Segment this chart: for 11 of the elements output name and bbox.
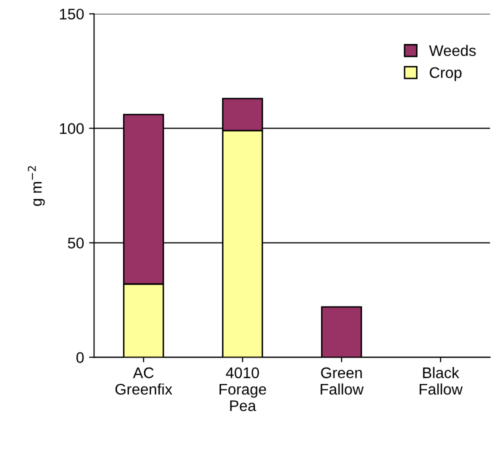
y-tick-label: 100	[60, 123, 84, 134]
y-tick-label: 150	[60, 8, 84, 20]
x-tick-label: Green Fallow	[320, 367, 364, 395]
legend-label: Weeds	[429, 44, 476, 56]
y-tick-label: 0	[76, 352, 84, 363]
x-tick-label: Black Fallow	[420, 366, 463, 395]
x-tick-label: AC Greenfix	[115, 367, 172, 395]
y-tick-label: 50	[68, 238, 84, 248]
x-tick-label: 4010 Forage Pea	[220, 367, 266, 412]
legend-label: Crop	[430, 67, 462, 82]
y-axis-title: g m$^{−2}$	[28, 166, 45, 206]
